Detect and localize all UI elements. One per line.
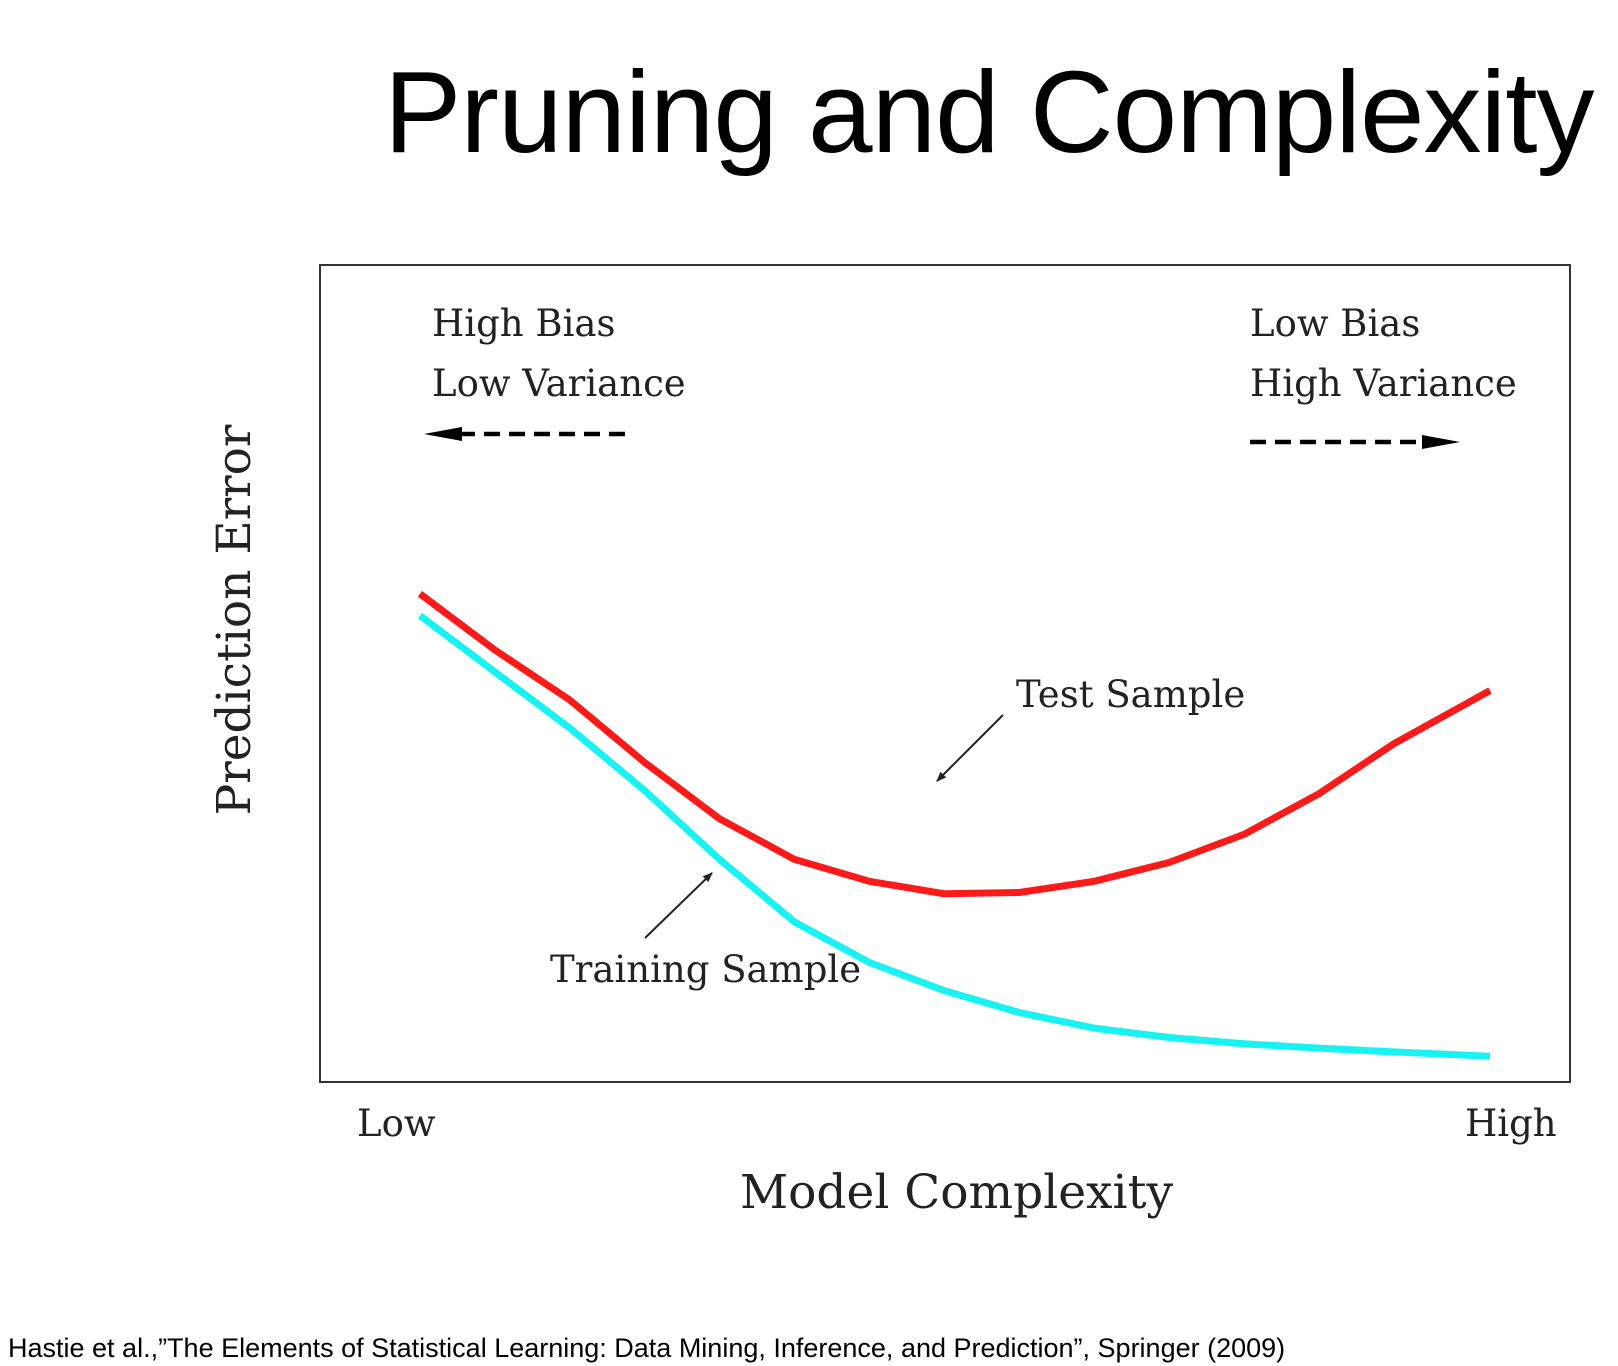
test-sample-label: Test Sample xyxy=(1016,673,1245,716)
left-dashed-arrow xyxy=(424,427,625,441)
x-tick-high: High xyxy=(1465,1102,1557,1145)
test-sample-pointer xyxy=(937,715,1003,781)
citation: Hastie et al.,”The Elements of Statistic… xyxy=(8,1332,1285,1364)
annotation-high-bias: High Bias xyxy=(432,302,615,345)
annotation-low-bias: Low Bias xyxy=(1250,302,1420,345)
annotation-low-variance: Low Variance xyxy=(432,362,686,405)
y-axis-label: Prediction Error xyxy=(207,424,262,815)
right-dashed-arrow xyxy=(1250,435,1460,449)
x-axis-label: Model Complexity xyxy=(740,1165,1173,1220)
annotation-high-variance: High Variance xyxy=(1250,362,1517,405)
training-sample-label: Training Sample xyxy=(550,948,861,991)
test-sample-line xyxy=(420,594,1490,894)
training-sample-pointer xyxy=(645,873,712,938)
x-tick-low: Low xyxy=(357,1102,436,1145)
